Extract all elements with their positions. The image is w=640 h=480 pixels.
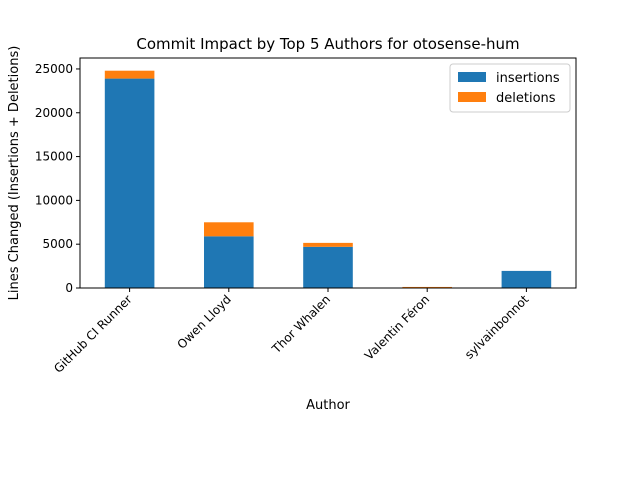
bar-insertions-github-ci-runner xyxy=(104,78,155,288)
y-tick-label: 10000 xyxy=(35,193,73,207)
legend-swatch-insertions xyxy=(458,72,486,82)
chart-title: Commit Impact by Top 5 Authors for otose… xyxy=(136,35,519,53)
y-tick-label: 0 xyxy=(65,281,73,295)
y-tick-label: 20000 xyxy=(35,106,73,120)
x-axis-label: Author xyxy=(306,398,350,413)
y-axis-label: Lines Changed (Insertions + Deletions) xyxy=(7,46,22,301)
x-tick-label-github-ci-runner: GitHub CI Runner xyxy=(51,292,135,376)
x-tick-label-valentin-feron: Valentin Féron xyxy=(362,292,432,362)
x-tick-label-owen-lloyd: Owen Lloyd xyxy=(174,292,234,352)
bar-insertions-owen-lloyd xyxy=(204,236,254,288)
x-tick-label-sylvainbonnot: sylvainbonnot xyxy=(462,292,532,362)
legend-label-deletions: deletions xyxy=(496,91,556,106)
bar-insertions-sylvainbonnot xyxy=(501,270,552,288)
bar-deletions-valentin-feron xyxy=(402,286,452,288)
y-tick-label: 5000 xyxy=(42,237,73,251)
legend: insertions deletions xyxy=(449,63,571,113)
bars-group xyxy=(104,70,552,288)
plot-frame xyxy=(79,57,577,289)
y-tick-label: 25000 xyxy=(35,62,73,76)
legend-swatch-deletions xyxy=(458,92,486,102)
x-tick-label-thor-whalen: Thor Whalen xyxy=(269,292,333,356)
bar-deletions-owen-lloyd xyxy=(204,222,254,237)
y-tick-label: 15000 xyxy=(35,150,73,164)
bar-deletions-github-ci-runner xyxy=(104,70,155,79)
bar-deletions-thor-whalen xyxy=(303,242,353,247)
bar-insertions-thor-whalen xyxy=(303,246,353,288)
x-axis: GitHub CI Runner Owen Lloyd Thor Whalen Val… xyxy=(51,288,532,376)
y-axis: 0 5000 10000 15000 20000 25000 xyxy=(35,62,80,295)
legend-label-insertions: insertions xyxy=(496,71,560,86)
